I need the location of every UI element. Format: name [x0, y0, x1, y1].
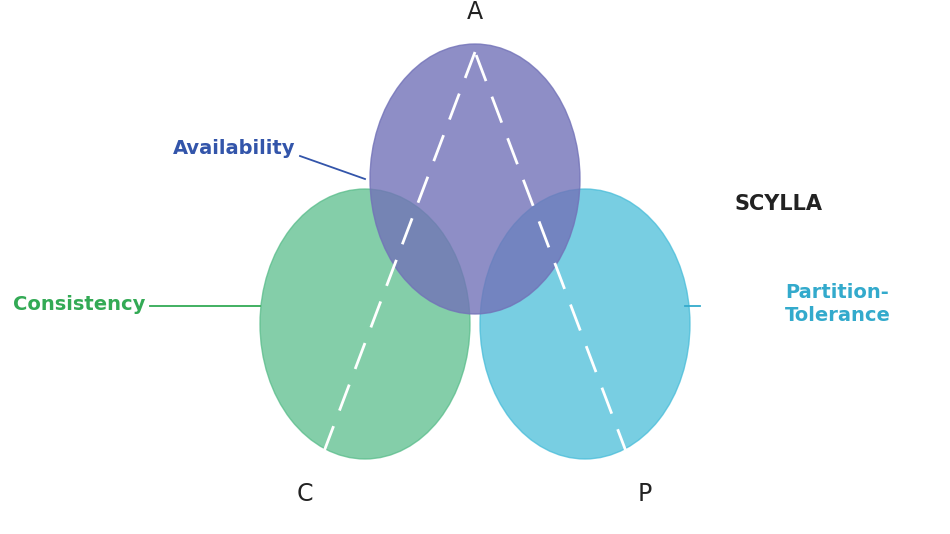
Text: SCYLLA: SCYLLA: [735, 194, 823, 214]
Text: Availability: Availability: [173, 139, 295, 159]
Text: A: A: [467, 0, 483, 24]
Ellipse shape: [370, 44, 580, 314]
Text: P: P: [637, 482, 652, 506]
Ellipse shape: [480, 189, 690, 459]
Text: C: C: [296, 482, 314, 506]
Text: Consistency: Consistency: [12, 294, 145, 313]
Ellipse shape: [260, 189, 470, 459]
Text: Partition-
Tolerance: Partition- Tolerance: [785, 282, 891, 325]
